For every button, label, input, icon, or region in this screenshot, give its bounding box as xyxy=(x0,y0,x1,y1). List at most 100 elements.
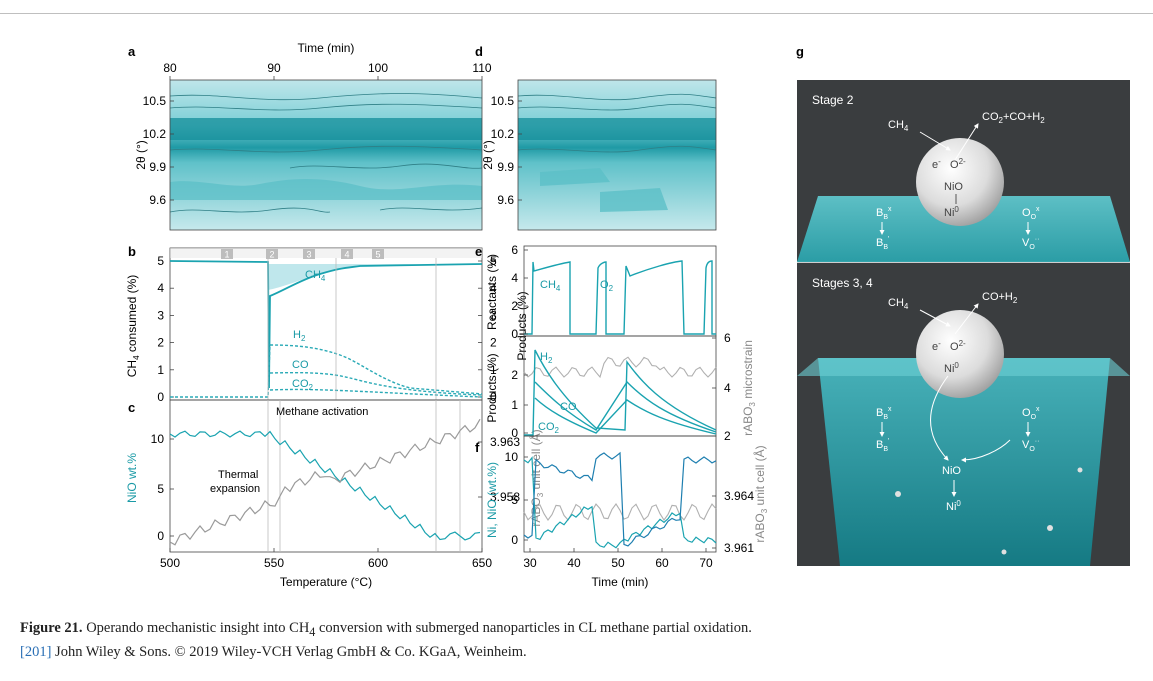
panel-e-microstrain-series xyxy=(523,356,717,379)
y-tick-label: 3.964 xyxy=(724,489,754,503)
y-tick-label: 2 xyxy=(511,299,518,313)
svg-text:CO2+CO+H2: CO2+CO+H2 xyxy=(982,111,1045,125)
panel-e-ch4-label: CH4 xyxy=(540,279,561,293)
x-tick-label: 600 xyxy=(368,556,388,570)
panel-letter-b: b xyxy=(128,244,136,259)
svg-text:VO··: VO·· xyxy=(1022,438,1039,453)
x-tick-label: 100 xyxy=(368,61,388,75)
panel-c-x-ticks: 500 550 600 650 xyxy=(160,548,492,570)
y-tick-label: 10.5 xyxy=(143,94,167,108)
y-tick-label: 4 xyxy=(511,271,518,285)
caption-label: Figure 21. xyxy=(20,620,83,636)
y-tick-label: 2 xyxy=(490,336,497,350)
y-tick-label: 0 xyxy=(157,529,164,543)
panel-d-ylabel: 2θ (°) xyxy=(481,140,495,169)
y-tick-label: 9.9 xyxy=(149,160,166,174)
y-tick-label: 0 xyxy=(511,327,518,341)
y-tick-label: 1 xyxy=(490,363,497,377)
y-tick-label: 6 xyxy=(724,331,731,345)
y-tick-label: 3 xyxy=(157,308,164,322)
panel-a-yticks: 10.5 10.2 9.9 9.6 xyxy=(143,94,174,207)
panel-e-bottom-ylabel: Products (%) xyxy=(485,353,499,422)
panel-g-stage-2: Stage 2 CH4 CO2+CO+H2 e- O2- NiO Ni0 BBx… xyxy=(797,93,1130,262)
y-tick-label: 2 xyxy=(157,336,164,350)
panel-b-ch4-shade xyxy=(268,264,482,290)
svg-text:CH4: CH4 xyxy=(888,297,909,311)
panel-f-right-ticks: 3.964 3.961 xyxy=(712,489,754,555)
y-tick-label: 9.9 xyxy=(497,160,514,174)
caption-reference-link[interactable]: [201] xyxy=(20,643,52,660)
panel-a-contour xyxy=(170,80,482,230)
x-tick-label: 650 xyxy=(472,556,492,570)
x-tick-label: 70 xyxy=(699,556,713,570)
panel-e-right-ylabel: rABO3 microstrain xyxy=(741,340,757,436)
svg-text:O2-: O2- xyxy=(950,339,966,353)
panel-letter-g: g xyxy=(796,44,804,59)
y-tick-label: 0 xyxy=(511,533,518,547)
panel-e-co-label: CO xyxy=(560,401,577,413)
y-tick-label: 3 xyxy=(490,308,497,322)
y-tick-label: 9.6 xyxy=(497,193,514,207)
panel-g: g Stage 2 CH4 CO2+CO+H2 e- O2- NiO Ni0 B… xyxy=(796,44,1130,566)
panel-a-ylabel: 2θ (°) xyxy=(134,140,148,169)
panel-c-unit-cell-series xyxy=(169,418,481,546)
y-tick-label: 5 xyxy=(157,254,164,268)
x-tick-label: 50 xyxy=(611,556,625,570)
svg-text:CO+H2: CO+H2 xyxy=(982,291,1018,305)
y-tick-label: 10.5 xyxy=(491,94,515,108)
panel-letter-a: a xyxy=(128,44,136,59)
y-tick-label: 6 xyxy=(511,243,518,257)
panel-g-stages-3-4: Stages 3, 4 CH4 CO+H2 e- O2- Ni0 BBx BB'… xyxy=(797,276,1130,566)
y-tick-label: 0 xyxy=(490,390,497,404)
figure-caption: Figure 21. Operando mechanistic insight … xyxy=(20,620,752,660)
x-tick-label: 60 xyxy=(655,556,669,570)
panel-e-bottom-ticks: 2 1 0 xyxy=(511,368,528,440)
svg-text:OOx: OOx xyxy=(1022,406,1040,421)
stage-2-title: Stage 2 xyxy=(812,93,854,107)
panel-c-annotation-thermal-2: expansion xyxy=(210,483,260,495)
y-tick-label: 5 xyxy=(490,254,497,268)
svg-text:NiO: NiO xyxy=(942,465,961,477)
y-tick-label: 5 xyxy=(157,482,164,496)
panel-e-co2-curve xyxy=(534,397,717,435)
y-tick-label: 10 xyxy=(505,450,519,464)
panel-f-x-ticks: 30 40 50 60 70 xyxy=(523,548,713,570)
panel-c-right-ylabel: rABO3 unit cell (Å) xyxy=(528,429,545,526)
svg-text:CH4: CH4 xyxy=(888,119,909,133)
y-tick-label: 4 xyxy=(490,281,497,295)
svg-text:e-: e- xyxy=(932,157,941,171)
panel-f-nio-series xyxy=(523,456,717,549)
panel-b-ch4-label: CH4 xyxy=(305,269,326,283)
x-tick-label: 90 xyxy=(267,61,281,75)
stage-marker xyxy=(372,249,384,259)
panel-e-right-ticks: 6 4 2 xyxy=(712,331,731,443)
panel-b-ch4-curve xyxy=(169,260,483,389)
panel-d: d 2θ (°) 10.5 10.2 9.9 9.6 xyxy=(475,44,717,231)
y-tick-label: 9.6 xyxy=(149,193,166,207)
y-tick-label: 10.2 xyxy=(491,127,515,141)
svg-text:Ni0: Ni0 xyxy=(944,205,959,219)
x-tick-label: 110 xyxy=(472,61,491,75)
stage-marker-label: 5 xyxy=(375,250,380,260)
svg-text:BB': BB' xyxy=(876,236,889,251)
panel-b-h2-curve xyxy=(170,344,483,398)
panel-b-left-ticks: 5 4 3 2 1 0 xyxy=(157,254,174,404)
svg-text:VO··: VO·· xyxy=(1022,236,1039,251)
svg-text:O2-: O2- xyxy=(950,157,966,171)
y-tick-label: 2 xyxy=(511,368,518,382)
stage-marker xyxy=(266,249,278,259)
top-rule xyxy=(0,13,1153,14)
y-tick-label: 0 xyxy=(157,390,164,404)
panel-e-h2-label: H2 xyxy=(540,351,553,365)
x-tick-label: 550 xyxy=(264,556,284,570)
y-tick-label: 1 xyxy=(511,398,518,412)
y-tick-label: 2 xyxy=(724,429,731,443)
stage-marker-label: 1 xyxy=(224,250,229,260)
panel-e-top-ticks: 6 4 2 0 xyxy=(511,243,528,341)
x-tick-label: 40 xyxy=(567,556,581,570)
panel-a: a Time (min) 80 90 100 110 2θ (°) 10.5 10.2 9… xyxy=(128,41,492,231)
svg-text:Ni0: Ni0 xyxy=(946,499,961,513)
y-tick-label: 4 xyxy=(724,381,731,395)
panel-c-left-ticks: 10 5 0 xyxy=(151,432,174,543)
